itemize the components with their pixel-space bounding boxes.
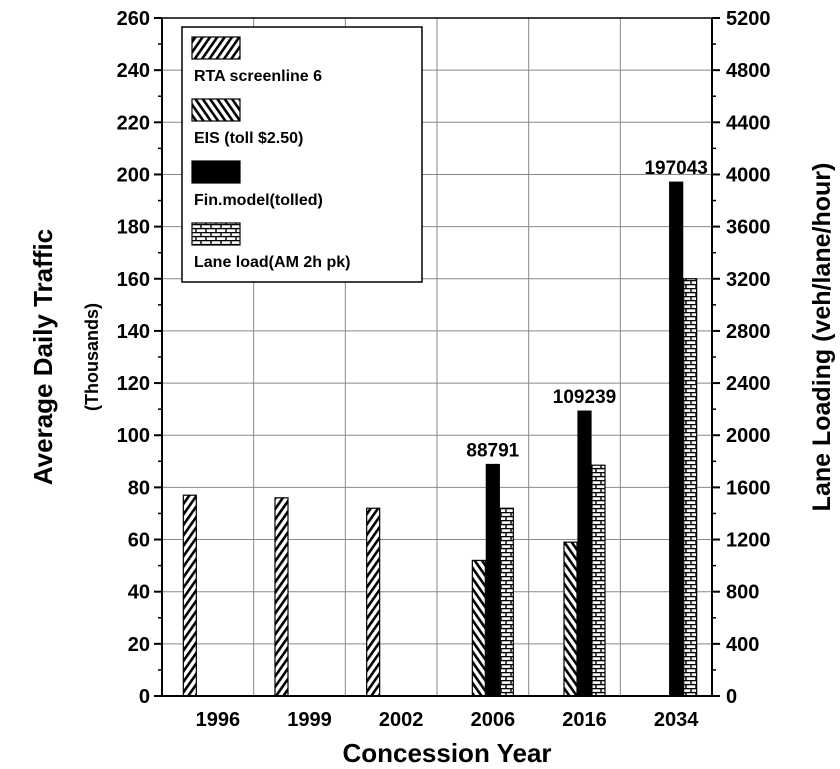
legend-label: Fin.model(tolled) bbox=[194, 192, 323, 209]
data-label-2034: 197043 bbox=[644, 158, 707, 179]
legend-swatch-solid bbox=[191, 160, 241, 184]
y-tick-label-right: 2000 bbox=[726, 425, 771, 447]
bar-hatch-backward-2006 bbox=[471, 559, 486, 697]
y-tick-label-left: 200 bbox=[117, 164, 150, 186]
y-tick-label-left: 0 bbox=[139, 686, 150, 708]
y-tick-label-right: 3600 bbox=[726, 217, 771, 239]
y-tick-label-right: 0 bbox=[726, 686, 737, 708]
labels: 88791 109239 197043 0 20 40 60 80 100 120 140 160 18… bbox=[28, 8, 836, 768]
y-tick-label-left: 40 bbox=[128, 582, 150, 604]
bar-solid-2034 bbox=[669, 181, 684, 697]
data-label-2006: 88791 bbox=[466, 440, 519, 461]
bar-brick-2016 bbox=[591, 464, 606, 697]
y-tick-label-left: 80 bbox=[128, 477, 150, 499]
x-tick-label: 2034 bbox=[654, 709, 699, 731]
y-tick-label-left: 260 bbox=[117, 8, 150, 30]
x-tick-label: 2002 bbox=[379, 709, 424, 731]
legend: RTA screenline 6 EIS (toll $2.50) Fin.mode… bbox=[181, 26, 423, 283]
y-tick-label-left: 180 bbox=[117, 217, 150, 239]
y-axis-title: Average Daily Traffic bbox=[28, 229, 58, 485]
y-tick-label-right: 4400 bbox=[726, 112, 771, 134]
y-tick-label-right: 2800 bbox=[726, 321, 771, 343]
y-tick-label-right: 400 bbox=[726, 634, 759, 656]
y-tick-label-right: 800 bbox=[726, 582, 759, 604]
y-tick-label-left: 160 bbox=[117, 269, 150, 291]
bar-hatch-backward-2016 bbox=[563, 541, 578, 697]
legend-swatch-brick bbox=[191, 222, 241, 246]
legend-swatch-hatch-forward bbox=[191, 36, 241, 60]
y2-axis-title: Lane Loading (veh/lane/hour) bbox=[808, 163, 836, 512]
x-tick-label: 2006 bbox=[471, 709, 516, 731]
y-tick-label-left: 20 bbox=[128, 634, 150, 656]
y-axis-subtitle: (Thousands) bbox=[82, 303, 102, 411]
y-tick-label-left: 120 bbox=[117, 373, 150, 395]
data-label-2016: 109239 bbox=[553, 387, 616, 408]
bar-brick-2034 bbox=[683, 278, 698, 697]
bar-hatch-forward-1996 bbox=[182, 494, 197, 697]
x-tick-label: 1999 bbox=[287, 709, 332, 731]
bar-brick-2006 bbox=[499, 507, 514, 697]
y-tick-label-left: 220 bbox=[117, 112, 150, 134]
y-tick-label-right: 1600 bbox=[726, 477, 771, 499]
y-tick-label-left: 60 bbox=[128, 530, 150, 552]
y-tick-label-right: 2400 bbox=[726, 373, 771, 395]
legend-label: EIS (toll $2.50) bbox=[194, 130, 303, 147]
y-tick-label-left: 140 bbox=[117, 321, 150, 343]
bar-solid-2006 bbox=[485, 463, 500, 697]
y-tick-label-left: 100 bbox=[117, 425, 150, 447]
legend-swatch-hatch-backward bbox=[191, 98, 241, 122]
legend-label: RTA screenline 6 bbox=[194, 68, 322, 85]
y-tick-label-left: 240 bbox=[117, 60, 150, 82]
x-axis-title: Concession Year bbox=[342, 738, 551, 768]
y-tick-label-right: 3200 bbox=[726, 269, 771, 291]
bars bbox=[182, 181, 698, 697]
x-tick-label: 1996 bbox=[196, 709, 241, 731]
bar-hatch-forward-1999 bbox=[274, 497, 289, 697]
y-tick-label-right: 4000 bbox=[726, 164, 771, 186]
x-tick-label: 2016 bbox=[562, 709, 607, 731]
y-tick-label-right: 1200 bbox=[726, 530, 771, 552]
y-tick-label-right: 5200 bbox=[726, 8, 771, 30]
axes bbox=[154, 17, 720, 697]
legend-label: Lane load(AM 2h pk) bbox=[194, 254, 350, 271]
y-tick-label-right: 4800 bbox=[726, 60, 771, 82]
bar-hatch-forward-2002 bbox=[366, 507, 381, 697]
bar-solid-2016 bbox=[577, 410, 592, 697]
